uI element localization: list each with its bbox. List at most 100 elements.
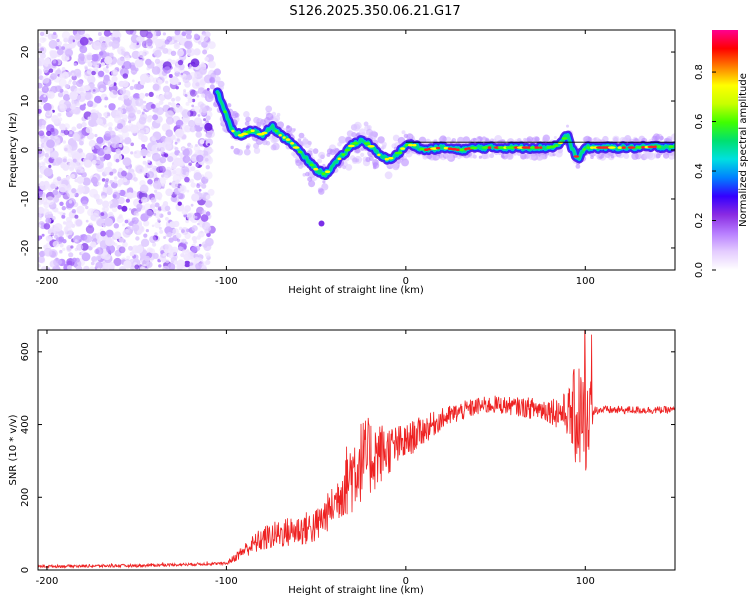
- spectrogram-peak-cell: [282, 136, 286, 139]
- spectrogram-noise-cell: [90, 176, 98, 184]
- spectrogram-noise-cell: [117, 108, 124, 115]
- spectrogram-noise-cell: [87, 100, 94, 108]
- spectrogram-noise-cell: [198, 243, 202, 247]
- spectrogram-halo-cell: [321, 183, 327, 189]
- spectrogram-noise-cell: [38, 206, 45, 214]
- spectrogram-noise-cell: [121, 146, 130, 154]
- spectrogram-noise-cell: [43, 102, 52, 112]
- spectrogram-noise-cell: [106, 187, 114, 195]
- spectrogram-halo-cell: [298, 132, 305, 139]
- spectrogram-noise-cell: [158, 226, 162, 230]
- spectrogram-noise-cell: [122, 229, 131, 238]
- spectrogram-halo-cell: [372, 165, 377, 170]
- spectrogram-noise-cell: [180, 246, 184, 251]
- spectrogram-noise-cell: [38, 174, 43, 179]
- spectrogram-noise-cell: [204, 171, 213, 180]
- spectrogram-noise-cell: [162, 32, 166, 36]
- spectrogram-noise-cell: [172, 79, 178, 85]
- y-tick-label: 400: [20, 415, 31, 434]
- spectrogram-noise-cell: [57, 92, 64, 98]
- spectrogram-noise-cell: [121, 131, 130, 139]
- spectrogram-noise-cell: [59, 243, 64, 248]
- spectrogram-noise-cell: [78, 53, 85, 60]
- spectrogram-noise-cell: [156, 218, 161, 222]
- spectrogram-halo-cell: [610, 155, 615, 159]
- spectrogram-noise-cell: [187, 213, 192, 219]
- spectrogram-noise-cell: [135, 245, 144, 254]
- spectrogram-noise-cell: [47, 91, 55, 99]
- x-tick-label: -200: [36, 576, 59, 587]
- spectrogram-noise-cell: [121, 80, 129, 88]
- spectrogram-noise-cell: [113, 153, 123, 162]
- spectrogram-noise-cell: [123, 95, 129, 100]
- spectrogram-noise-cell: [142, 160, 147, 165]
- spectrogram-noise-cell: [114, 180, 118, 184]
- spectrogram-noise-cell: [167, 211, 172, 216]
- spectrogram-noise-cell: [103, 30, 111, 37]
- spectrogram-noise-cell: [171, 59, 177, 65]
- spectrogram-noise-cell: [85, 205, 89, 210]
- spectrogram-noise-cell: [202, 221, 211, 231]
- spectrogram-noise-cell: [92, 89, 96, 92]
- spectrogram-peak-cell: [459, 148, 465, 151]
- spectrogram-noise-cell: [138, 92, 145, 99]
- snr-x-label: Height of straight line (km): [288, 585, 424, 596]
- spectrogram-noise-cell: [182, 249, 187, 254]
- spectrogram-noise-cell: [119, 87, 127, 95]
- spectrogram-noise-cell: [70, 150, 76, 156]
- spectrogram-noise-cell: [151, 201, 156, 206]
- spectrogram-noise-cell: [100, 212, 105, 217]
- spectrogram-noise-cell: [122, 223, 126, 227]
- spectrogram-noise-cell: [133, 150, 142, 159]
- spectrogram-noise-cell: [196, 95, 200, 98]
- spectrogram-x-label: Height of straight line (km): [288, 285, 424, 296]
- spectrogram-noise-cell: [185, 30, 192, 35]
- spectrogram-peak-cell: [586, 146, 590, 149]
- spectrogram-noise-cell: [194, 33, 199, 39]
- spectrogram-noise-cell: [186, 48, 192, 54]
- spectrogram-halo-cell: [312, 148, 319, 154]
- spectrogram-noise-cell: [123, 178, 128, 183]
- spectrogram-noise-cell: [38, 153, 42, 158]
- spectrogram-noise-cell: [55, 46, 59, 50]
- spectrogram-noise-cell: [147, 115, 153, 121]
- spectrogram-halo-cell: [384, 171, 393, 180]
- spectrogram-peak-cell: [250, 129, 255, 132]
- spectrogram-noise-cell: [109, 180, 113, 184]
- spectrogram-noise-cell: [154, 202, 160, 208]
- spectrogram-halo-cell: [506, 152, 514, 160]
- spectrogram-noise-cell: [195, 82, 200, 87]
- spectrogram-noise-cell: [184, 40, 193, 50]
- spectrogram-noise-cell: [185, 101, 190, 106]
- spectrogram-halo-cell: [631, 152, 639, 160]
- spectrogram-halo-cell: [566, 124, 569, 128]
- spectrogram-peak-cell: [607, 146, 616, 149]
- spectrogram-halo-cell: [253, 147, 261, 154]
- spectrogram-noise-cell: [174, 189, 180, 195]
- spectrogram-noise-cell: [176, 138, 180, 142]
- spectrogram-noise-cell: [76, 243, 84, 251]
- spectrogram-noise-cell: [117, 178, 124, 186]
- spectrogram-noise-cell: [85, 126, 93, 134]
- spectrogram-noise-cell: [61, 214, 66, 219]
- spectrogram-noise-cell: [152, 83, 160, 91]
- spectrogram-noise-cell: [205, 194, 211, 200]
- spectrogram-noise-cell: [194, 143, 198, 147]
- spectrogram-noise-cell: [104, 105, 107, 108]
- x-tick-label: 0: [403, 276, 409, 287]
- spectrogram-noise-cell: [98, 36, 104, 42]
- spectrogram-noise-cell: [59, 201, 64, 206]
- spectrogram-noise-cell: [113, 223, 120, 229]
- spectrogram-halo-cell: [590, 155, 594, 159]
- spectrogram-halo-cell: [623, 153, 630, 160]
- spectrogram-noise-cell: [205, 165, 210, 170]
- spectrogram-noise-cell: [170, 50, 177, 56]
- spectrogram-noise-cell: [72, 133, 80, 141]
- spectrogram-noise-cell: [38, 143, 41, 147]
- spectrogram-halo-cell: [517, 138, 522, 143]
- x-tick-label: 100: [576, 276, 595, 287]
- spectrogram-noise-cell: [154, 134, 159, 139]
- spectrogram-noise-cell: [165, 217, 169, 221]
- colorbar-gradient: [712, 30, 738, 270]
- spectrogram-halo-cell: [478, 155, 482, 159]
